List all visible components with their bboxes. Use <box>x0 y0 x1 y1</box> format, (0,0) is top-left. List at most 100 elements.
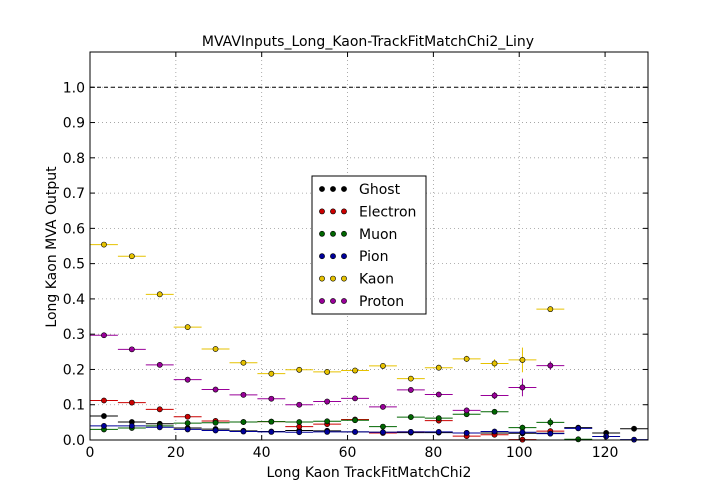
data-point <box>352 367 358 374</box>
data-series <box>90 241 648 443</box>
legend-entry-electron: Electron <box>319 204 416 220</box>
data-point <box>101 413 107 419</box>
data-point <box>184 426 191 433</box>
legend-marker <box>341 208 347 215</box>
legend-label: Pion <box>359 249 388 265</box>
y-tick-label: 0.2 <box>63 362 85 378</box>
data-point <box>128 253 135 260</box>
y-tick-label: 0.4 <box>63 292 85 308</box>
y-tick-label: 1.0 <box>63 80 85 96</box>
legend-marker <box>330 275 336 282</box>
data-point <box>547 419 554 426</box>
data-point <box>101 332 107 339</box>
legend-box <box>311 175 427 315</box>
legend-marker <box>341 253 347 260</box>
data-point <box>156 291 163 298</box>
data-point <box>101 422 107 429</box>
data-point <box>380 429 386 436</box>
data-point <box>296 419 303 425</box>
legend-label: Kaon <box>359 272 394 288</box>
legend-entry-ghost: Ghost <box>319 182 401 198</box>
data-point <box>491 408 498 415</box>
legend-marker <box>330 230 336 237</box>
data-point <box>547 362 554 369</box>
data-point <box>547 306 554 313</box>
x-axis-label: Long Kaon TrackFitMatchChi2 <box>267 465 472 481</box>
x-tick-label: 20 <box>167 445 185 461</box>
legend-marker <box>319 298 325 304</box>
data-point <box>212 386 219 393</box>
data-point <box>296 401 303 408</box>
data-point <box>435 428 442 435</box>
data-point <box>407 428 414 435</box>
data-point <box>101 241 107 248</box>
data-point <box>380 423 386 430</box>
data-point <box>435 391 442 398</box>
data-point <box>240 419 247 425</box>
data-point <box>268 395 275 402</box>
data-point <box>407 387 414 393</box>
legend-marker <box>330 298 336 304</box>
legend-marker <box>319 230 325 237</box>
y-tick-label: 0.5 <box>63 257 85 273</box>
data-point <box>352 428 358 435</box>
data-point <box>519 384 526 391</box>
legend-marker <box>341 186 347 192</box>
data-point <box>324 428 331 435</box>
legend-marker <box>330 186 336 192</box>
data-point <box>240 391 247 398</box>
data-point <box>184 376 191 383</box>
data-point <box>296 429 303 436</box>
series-pion <box>90 422 648 443</box>
y-tick-label: 0.3 <box>63 327 85 343</box>
data-point <box>324 398 331 405</box>
data-point <box>519 357 526 363</box>
legend-label: Proton <box>359 294 404 310</box>
legend-marker <box>330 208 336 215</box>
data-point <box>324 369 331 375</box>
data-point <box>435 415 442 422</box>
data-point <box>128 399 135 406</box>
data-point <box>212 419 219 426</box>
x-tick-label: 80 <box>424 445 442 461</box>
y-tick-label: 0.1 <box>63 398 85 414</box>
data-point <box>268 418 275 425</box>
data-point <box>407 414 414 420</box>
y-axis-label: Long Kaon MVA Output <box>44 166 60 328</box>
legend-label: Electron <box>359 204 416 220</box>
legend-label: Ghost <box>359 182 401 198</box>
data-point <box>296 366 303 373</box>
plot-frame <box>89 51 649 441</box>
data-point <box>268 428 275 435</box>
data-point <box>352 417 358 424</box>
legend-marker <box>330 253 336 260</box>
data-point <box>352 395 358 402</box>
legend-marker <box>319 186 325 192</box>
series-kaon <box>90 241 565 382</box>
data-point <box>324 418 331 425</box>
data-point <box>156 406 163 413</box>
x-tick-label: 60 <box>339 445 357 461</box>
y-tick-label: 0.7 <box>63 186 85 202</box>
legend-label: Muon <box>359 227 397 243</box>
series-proton <box>90 332 565 414</box>
legend-entry-kaon: Kaon <box>319 272 394 288</box>
x-tick-label: 100 <box>506 445 533 461</box>
data-point <box>156 424 163 431</box>
data-point <box>128 422 135 429</box>
legend-entry-pion: Pion <box>319 249 388 265</box>
data-point <box>463 430 470 436</box>
y-tick-label: 0.6 <box>63 221 85 237</box>
data-point <box>463 407 470 414</box>
data-point <box>240 359 247 366</box>
legend-marker <box>319 253 325 260</box>
data-point <box>491 360 498 367</box>
data-point <box>212 427 219 434</box>
data-point <box>491 428 498 435</box>
series-muon <box>90 408 593 443</box>
y-tick-label: 0.8 <box>63 151 85 167</box>
legend: Ghost Electron Muon Pion Kaon Proton <box>311 175 427 315</box>
data-point <box>603 433 610 440</box>
x-tick-label: 120 <box>592 445 619 461</box>
data-point <box>407 375 414 382</box>
